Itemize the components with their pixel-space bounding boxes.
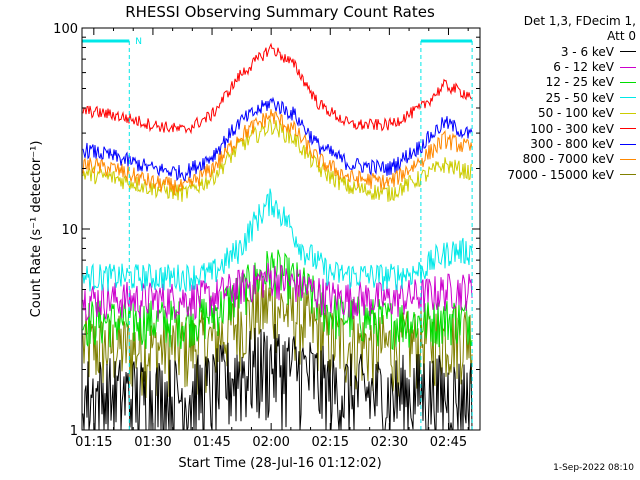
legend-swatch-2 [620,81,636,83]
legend-label-3: 25 - 50 keV [545,90,614,105]
axes-layer: 01:15 01:30 01:45 02:00 02:15 02:30 02:45 1 10 10… [53,22,480,450]
legend-entry-2: 12 - 25 keV [478,75,636,90]
chart-title: RHESSI Observing Summary Count Rates [125,3,435,21]
legend-entry-7: 800 - 7000 keV [478,152,636,167]
legend-entry-1: 6 - 12 keV [478,59,636,74]
legend-header-line-1: Det 1,3, FDecim 1, [523,14,636,28]
legend-swatch-5 [620,128,636,130]
legend-label-4: 50 - 100 keV [537,106,614,121]
legend-swatch-0 [620,51,636,53]
x-tick-label-4: 02:15 [312,435,349,450]
legend-rows: 3 - 6 keV 6 - 12 keV 12 - 25 keV 25 - 50 ke… [478,44,636,183]
saa-marker-label: N [135,37,142,47]
legend-label-6: 300 - 800 keV [530,137,614,152]
legend: Det 1,3, FDecim 1, Att 0 3 - 6 keV 6 - 12… [478,14,636,183]
legend-header-line-2: Att 0 [607,29,636,43]
legend-entry-8: 7000 - 15000 keV [478,167,636,182]
series-line-8 [82,276,473,399]
series-line-3 [82,188,473,292]
legend-swatch-3 [620,97,636,99]
series-line-6 [82,96,473,182]
legend-swatch-1 [620,66,636,68]
legend-swatch-8 [620,174,636,176]
x-tick-label-1: 01:30 [134,435,171,450]
legend-swatch-7 [620,158,636,160]
x-tick-label-0: 01:15 [75,435,112,450]
series-line-1 [82,262,473,322]
x-tick-label-2: 01:45 [193,435,230,450]
legend-label-2: 12 - 25 keV [545,75,614,90]
legend-entry-0: 3 - 6 keV [478,44,636,59]
series-line-2 [82,249,473,351]
legend-swatch-6 [620,143,636,145]
legend-entry-3: 25 - 50 keV [478,90,636,105]
series-line-4 [82,118,472,202]
y-tick-label-1: 10 [61,223,78,238]
legend-label-7: 800 - 7000 keV [522,152,614,167]
legend-label-5: 100 - 300 keV [530,121,614,136]
legend-label-1: 6 - 12 keV [553,60,614,75]
series-layer [82,42,473,431]
legend-entry-4: 50 - 100 keV [478,106,636,121]
generation-timestamp: 1-Sep-2022 08:10 [553,463,634,473]
legend-label-0: 3 - 6 keV [560,44,614,59]
legend-swatch-4 [620,112,636,114]
x-tick-label-3: 02:00 [252,435,289,450]
y-axis-label: Count Rate (s⁻¹ detector⁻¹) [29,141,44,318]
y-tick-label-0: 1 [70,424,78,439]
x-tick-label-6: 02:45 [430,435,467,450]
x-axis-label: Start Time (28-Jul-16 01:12:02) [178,456,381,471]
legend-entry-5: 100 - 300 keV [478,121,636,136]
x-tick-label-5: 02:30 [371,435,408,450]
legend-label-8: 7000 - 15000 keV [507,167,614,182]
legend-entry-6: 300 - 800 keV [478,136,636,151]
series-line-5 [82,42,473,135]
y-tick-label-2: 100 [53,22,78,37]
series-line-7 [82,109,473,196]
